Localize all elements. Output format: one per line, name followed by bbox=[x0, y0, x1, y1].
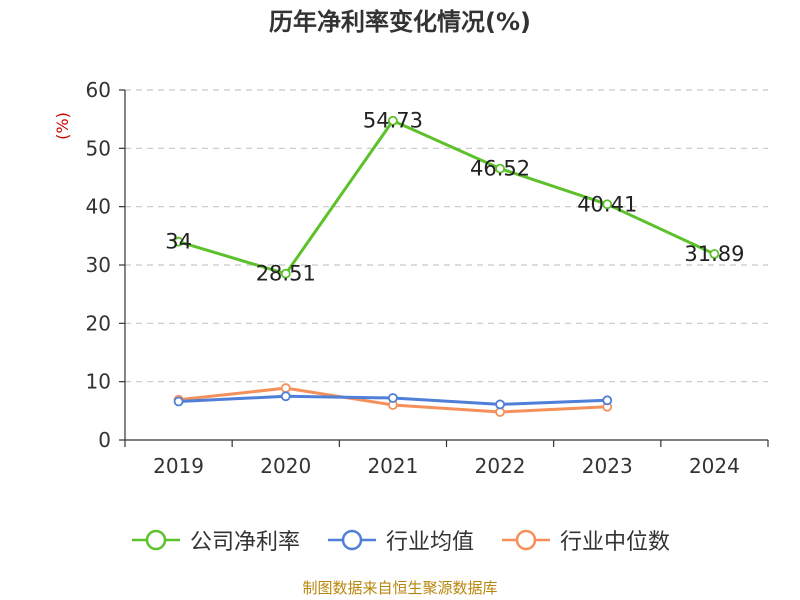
data-point bbox=[495, 399, 505, 410]
axes: 0 10 20 30 40 50 60 (%) 2019 2020 2021 2022 2023 2024 bbox=[53, 78, 769, 478]
series-lines bbox=[173, 115, 720, 417]
legend-label: 公司净利率 bbox=[189, 530, 300, 555]
y-tick-label: 40 bbox=[86, 195, 111, 219]
data-point bbox=[388, 393, 398, 403]
data-point bbox=[280, 391, 291, 402]
chart-title: 历年净利率变化情况(%) bbox=[269, 8, 531, 36]
y-tick-label: 0 bbox=[98, 428, 111, 452]
data-point bbox=[280, 268, 291, 279]
legend: 公司净利率 行业均值 行业中位数 bbox=[0, 520, 800, 560]
data-point bbox=[173, 396, 184, 407]
data-point bbox=[602, 199, 613, 210]
legend-label: 行业均值 bbox=[385, 530, 474, 555]
y-tick-label: 20 bbox=[86, 311, 111, 335]
grid-lines bbox=[125, 89, 768, 383]
data-point bbox=[388, 115, 398, 126]
data-point bbox=[709, 249, 720, 259]
data-point bbox=[173, 236, 184, 247]
x-tick-label: 2024 bbox=[689, 454, 740, 478]
legend-item[interactable]: 公司净利率 bbox=[130, 524, 300, 556]
y-axis-unit-label: (%) bbox=[53, 112, 72, 140]
y-tick-label: 60 bbox=[86, 78, 111, 102]
y-tick-label: 10 bbox=[86, 370, 111, 394]
x-tick-label: 2021 bbox=[367, 454, 418, 478]
y-tick-label: 50 bbox=[86, 136, 111, 160]
data-labels: 34 28.51 54.73 46.52 40.41 31.89 bbox=[165, 109, 744, 286]
data-label: 40.41 bbox=[577, 192, 637, 216]
data-point bbox=[280, 383, 291, 393]
x-tick-label: 2022 bbox=[475, 454, 526, 478]
data-label: 54.73 bbox=[363, 109, 423, 133]
legend-marker-icon bbox=[502, 529, 550, 551]
y-tick-label: 30 bbox=[86, 253, 111, 277]
series-line bbox=[177, 119, 716, 276]
x-tick-label: 2019 bbox=[153, 454, 204, 478]
x-tick-label: 2020 bbox=[260, 454, 311, 478]
legend-marker-icon bbox=[327, 529, 376, 551]
legend-item[interactable]: 行业中位数 bbox=[500, 524, 670, 556]
legend-label: 行业中位数 bbox=[560, 530, 671, 555]
legend-marker-icon bbox=[131, 529, 180, 551]
data-label: 31.89 bbox=[684, 242, 744, 266]
x-tick-label: 2023 bbox=[582, 454, 633, 478]
source-note: 制图数据来自恒生聚源数据库 bbox=[302, 579, 498, 597]
data-label: 34 bbox=[165, 230, 192, 254]
data-point bbox=[602, 395, 613, 406]
data-label: 46.52 bbox=[470, 157, 530, 181]
data-point bbox=[495, 163, 505, 174]
legend-item[interactable]: 行业均值 bbox=[326, 524, 474, 556]
data-label: 28.51 bbox=[256, 262, 316, 286]
